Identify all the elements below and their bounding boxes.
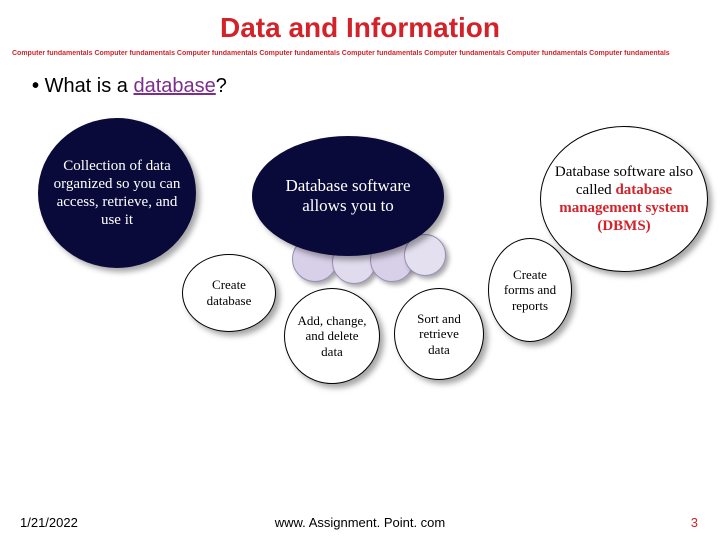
diagram-area: Collection of data organized so you can …	[0, 108, 720, 438]
oval-create-db-text: Create database	[183, 269, 275, 316]
footer: 1/21/2022 www. Assignment. Point. com 3	[0, 515, 720, 530]
oval-dbms: Database software also called database m…	[540, 126, 708, 272]
oval-collection: Collection of data organized so you can …	[38, 118, 196, 268]
oval-add-text: Add, change, and delete data	[285, 305, 379, 368]
oval-add-change-delete: Add, change, and delete data	[284, 288, 380, 384]
oval-sort-text: Sort and retrieve data	[395, 303, 483, 366]
oval-software-text: Database software allows you to	[252, 168, 444, 225]
title-text: Data and Information	[220, 12, 500, 43]
repeated-strip: Computer fundamentals Computer fundament…	[0, 50, 720, 57]
bullet-tail: ?	[216, 75, 227, 97]
oval-collection-text: Collection of data organized so you can …	[38, 149, 196, 237]
footer-url: www. Assignment. Point. com	[0, 515, 720, 530]
oval-dbms-text: Database software also called database m…	[541, 155, 707, 243]
oval-sort-retrieve: Sort and retrieve data	[394, 288, 484, 380]
page-title: Data and Information	[0, 0, 720, 50]
oval-software-main: Database software allows you to	[252, 136, 444, 256]
bullet-link[interactable]: database	[133, 75, 215, 97]
strip-text: Computer fundamentals Computer fundament…	[12, 50, 670, 57]
oval-forms-reports: Create forms and reports	[488, 238, 572, 342]
footer-date: 1/21/2022	[20, 515, 78, 530]
footer-page: 3	[691, 515, 698, 530]
oval-create-db: Create database	[182, 254, 276, 332]
bullet-dot: •	[32, 75, 45, 97]
bullet-question: • What is a database?	[0, 75, 720, 98]
oval-forms-text: Create forms and reports	[489, 259, 571, 322]
bullet-lead: What is a	[45, 75, 134, 97]
